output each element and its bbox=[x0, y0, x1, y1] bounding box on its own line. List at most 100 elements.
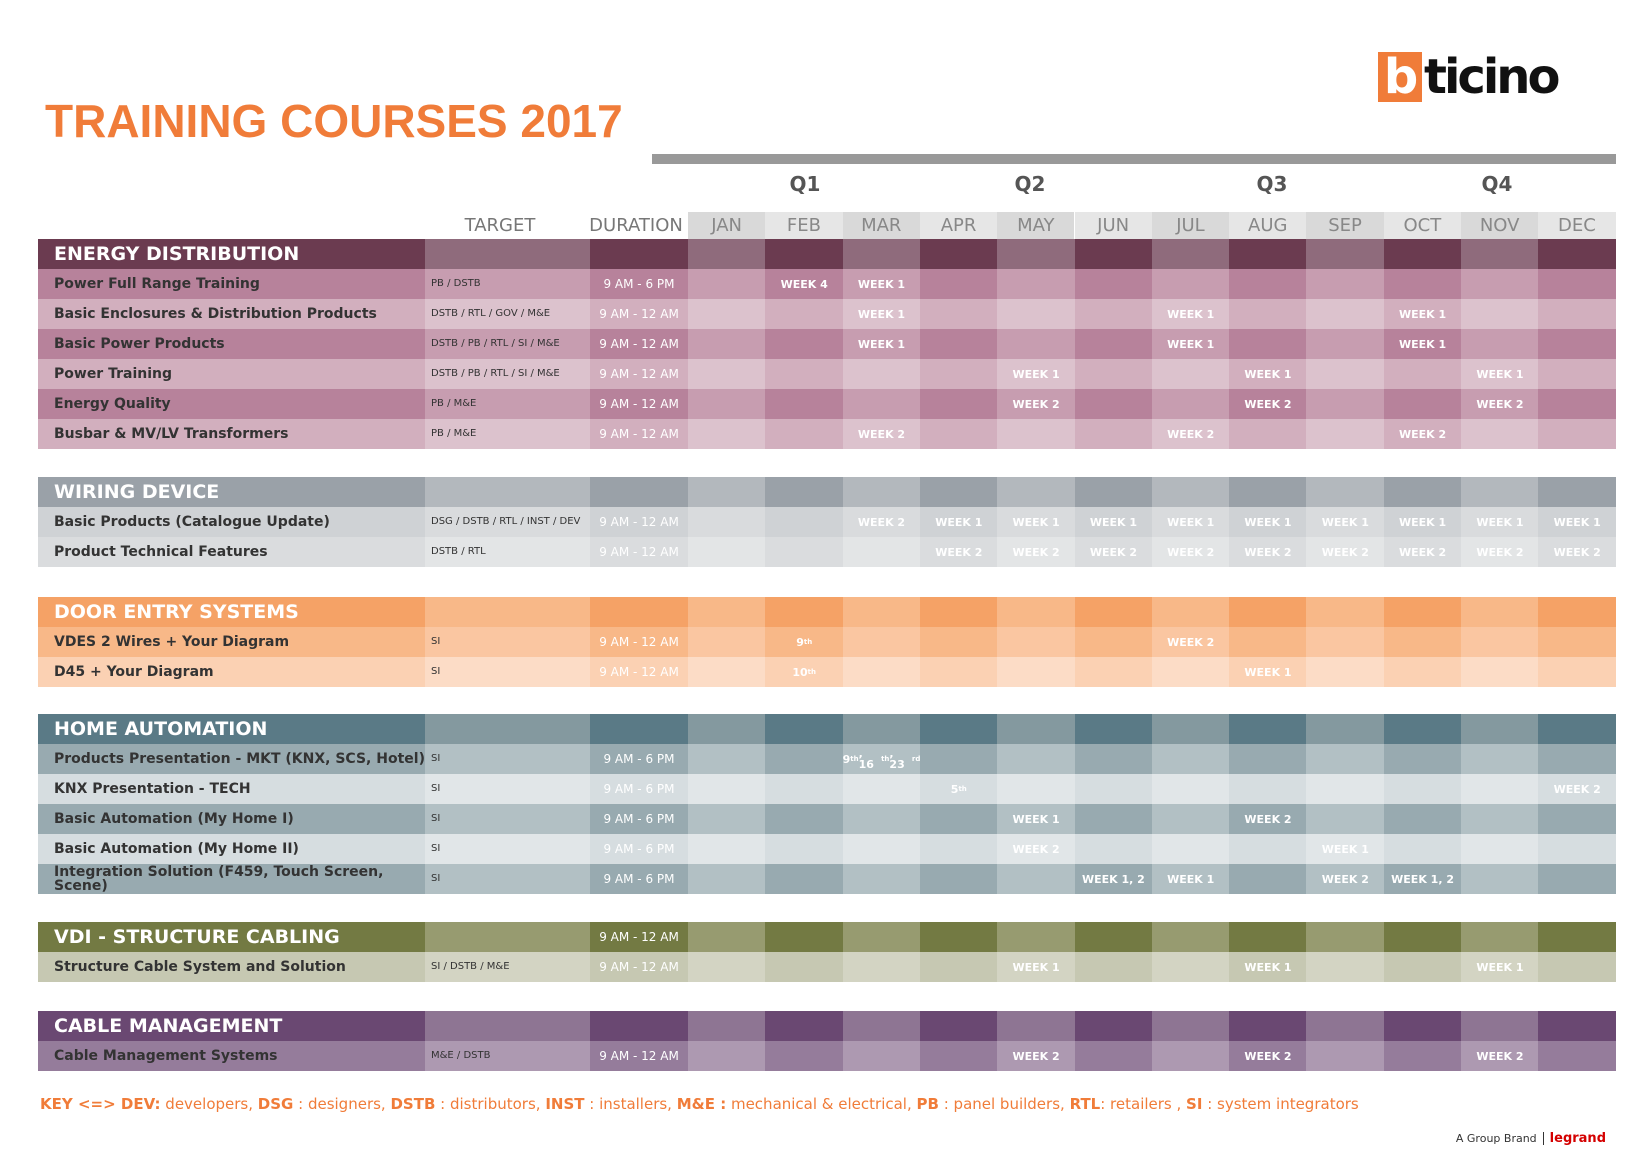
section-header-target-cell bbox=[425, 714, 590, 744]
schedule-cell-oct bbox=[1383, 359, 1462, 389]
schedule-cell-dec bbox=[1538, 419, 1617, 449]
schedule-cell-jun: WEEK 1 bbox=[1074, 507, 1153, 537]
month-header-nov: NOV bbox=[1461, 212, 1539, 240]
schedule-cell-feb bbox=[765, 329, 844, 359]
course-target: M&E / DSTB bbox=[425, 1041, 590, 1071]
course-row: Basic Automation (My Home I) SI 9 AM - 6 P… bbox=[38, 804, 1617, 834]
section-header-month-cell bbox=[1229, 239, 1307, 269]
course-name: Basic Automation (My Home II) bbox=[38, 834, 425, 864]
schedule-cell-apr bbox=[919, 744, 998, 774]
section-title: DOOR ENTRY SYSTEMS bbox=[38, 597, 425, 627]
schedule-cell-aug bbox=[1229, 419, 1307, 449]
schedule-cell-oct: WEEK 1 bbox=[1383, 329, 1462, 359]
schedule-cell-oct: WEEK 2 bbox=[1383, 419, 1462, 449]
schedule-cell-jun bbox=[1074, 744, 1153, 774]
section-header-target-cell bbox=[425, 922, 590, 952]
section-header-duration-cell bbox=[590, 597, 688, 627]
schedule-cell-jun: WEEK 2 bbox=[1074, 537, 1153, 567]
schedule-cell-jul bbox=[1151, 952, 1230, 982]
schedule-cell-apr bbox=[919, 1041, 998, 1071]
legrand-logo: legrand bbox=[1542, 1132, 1606, 1145]
schedule-cell-may bbox=[997, 864, 1075, 894]
schedule-cell-nov bbox=[1461, 744, 1539, 774]
section-header-month-cell bbox=[1229, 1011, 1307, 1041]
course-duration: 9 AM - 6 PM bbox=[590, 864, 688, 894]
schedule-cell-apr bbox=[919, 952, 998, 982]
schedule-cell-jun bbox=[1074, 627, 1153, 657]
section-header-month-cell bbox=[1074, 239, 1153, 269]
key-prefix: KEY <=> bbox=[40, 1095, 121, 1113]
schedule-cell-sep: WEEK 2 bbox=[1306, 537, 1385, 567]
section-header-month-cell bbox=[1229, 714, 1307, 744]
schedule-cell-aug: WEEK 1 bbox=[1229, 359, 1307, 389]
section-header-month-cell bbox=[1461, 477, 1539, 507]
schedule-cell-jan bbox=[688, 744, 766, 774]
schedule-cell-oct bbox=[1383, 744, 1462, 774]
course-name: Cable Management Systems bbox=[38, 1041, 425, 1071]
schedule-cell-jul bbox=[1151, 834, 1230, 864]
section-header-duration-cell bbox=[590, 714, 688, 744]
schedule-cell-jun bbox=[1074, 952, 1153, 982]
section-header-month-cell bbox=[1151, 477, 1230, 507]
section-header-month-cell bbox=[1538, 477, 1617, 507]
month-header-dec: DEC bbox=[1538, 212, 1616, 240]
schedule-cell-nov bbox=[1461, 774, 1539, 804]
schedule-cell-dec bbox=[1538, 359, 1617, 389]
section-title: HOME AUTOMATION bbox=[38, 714, 425, 744]
schedule-cell-oct bbox=[1383, 774, 1462, 804]
schedule-cell-jun bbox=[1074, 657, 1153, 687]
schedule-cell-mar bbox=[842, 657, 921, 687]
schedule-cell-oct bbox=[1383, 269, 1462, 299]
section-header-target-cell bbox=[425, 597, 590, 627]
schedule-cell-may: WEEK 1 bbox=[997, 804, 1075, 834]
schedule-cell-oct bbox=[1383, 657, 1462, 687]
section-header-month-cell bbox=[688, 477, 766, 507]
schedule-cell-aug bbox=[1229, 627, 1307, 657]
schedule-cell-sep: WEEK 2 bbox=[1306, 864, 1385, 894]
schedule-cell-nov: WEEK 2 bbox=[1461, 389, 1539, 419]
schedule-cell-feb bbox=[765, 744, 844, 774]
schedule-cell-jan bbox=[688, 299, 766, 329]
schedule-cell-jan bbox=[688, 774, 766, 804]
schedule-cell-aug bbox=[1229, 744, 1307, 774]
schedule-cell-may: WEEK 2 bbox=[997, 834, 1075, 864]
course-target: SI / DSTB / M&E bbox=[425, 952, 590, 982]
month-header-jun: JUN bbox=[1074, 212, 1152, 240]
course-row: Cable Management Systems M&E / DSTB 9 AM -… bbox=[38, 1041, 1617, 1071]
schedule-cell-sep bbox=[1306, 657, 1385, 687]
section-header-month-cell bbox=[1538, 597, 1617, 627]
schedule-cell-jun bbox=[1074, 1041, 1153, 1071]
course-name: Products Presentation - MKT (KNX, SCS, H… bbox=[38, 744, 425, 774]
course-duration: 9 AM - 12 AM bbox=[590, 299, 688, 329]
schedule-cell-sep bbox=[1306, 1041, 1385, 1071]
section-header-month-cell bbox=[997, 922, 1075, 952]
course-name: Integration Solution (F459, Touch Screen… bbox=[38, 864, 425, 894]
schedule-cell-jun bbox=[1074, 269, 1153, 299]
section-header-month-cell bbox=[1306, 1011, 1385, 1041]
abbreviation-key: KEY <=> DEV: developers, DSG : designers… bbox=[40, 1097, 1359, 1112]
schedule-cell-nov bbox=[1461, 627, 1539, 657]
schedule-cell-nov bbox=[1461, 299, 1539, 329]
schedule-cell-dec: WEEK 1 bbox=[1538, 507, 1617, 537]
schedule-cell-mar: WEEK 1 bbox=[842, 269, 921, 299]
schedule-cell-feb bbox=[765, 507, 844, 537]
section-title: VDI - STRUCTURE CABLING bbox=[38, 922, 425, 952]
schedule-cell-jul: WEEK 1 bbox=[1151, 507, 1230, 537]
course-row: Energy Quality PB / M&E 9 AM - 12 AM WEEK 2… bbox=[38, 389, 1617, 419]
schedule-cell-mar bbox=[842, 359, 921, 389]
section-header-month-cell bbox=[842, 1011, 921, 1041]
section-header-month-cell bbox=[1538, 239, 1617, 269]
schedule-cell-mar bbox=[842, 774, 921, 804]
schedule-cell-mar: WEEK 2 bbox=[842, 507, 921, 537]
section-header-month-cell bbox=[1538, 714, 1617, 744]
course-row: Basic Automation (My Home II) SI 9 AM - 6 … bbox=[38, 834, 1617, 864]
course-target: SI bbox=[425, 744, 590, 774]
section-header-duration-cell bbox=[590, 239, 688, 269]
schedule-cell-dec bbox=[1538, 389, 1617, 419]
section-header-month-cell bbox=[1538, 1011, 1617, 1041]
schedule-cell-may bbox=[997, 269, 1075, 299]
schedule-cell-sep: WEEK 1 bbox=[1306, 507, 1385, 537]
schedule-cell-oct bbox=[1383, 389, 1462, 419]
